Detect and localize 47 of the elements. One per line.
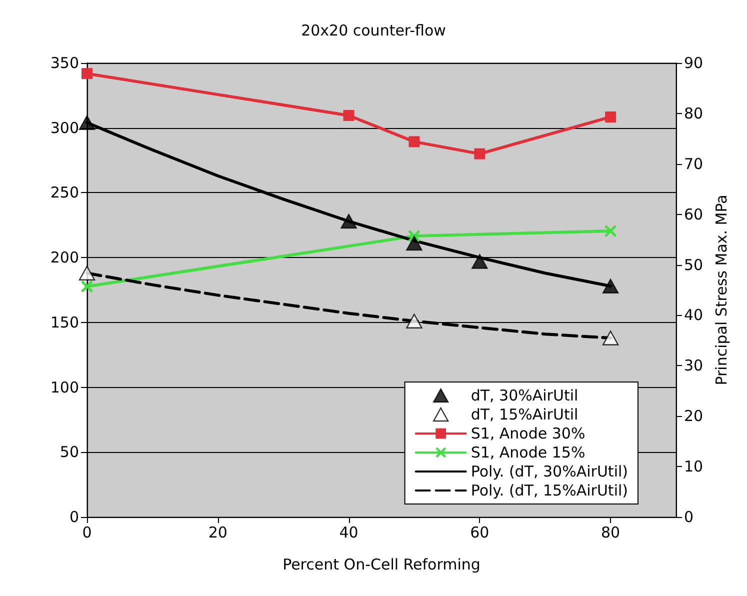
y2-axis-title: Principal Stress Max. MPa [712, 194, 730, 386]
y-tick-label: 100 [50, 378, 79, 396]
legend-label: S1, Anode 15% [470, 444, 586, 462]
y2-tick-label: 80 [684, 104, 704, 122]
legend-label: Poly. (dT, 15%AirUtil) [470, 482, 628, 500]
x-tick-label: 80 [601, 524, 620, 542]
point [604, 224, 617, 237]
point [340, 214, 357, 229]
point [78, 115, 96, 130]
y-tick-label: 300 [50, 118, 79, 137]
y2-tick-label: 0 [684, 508, 694, 526]
point [81, 280, 93, 292]
y-tick-label: 350 [50, 54, 79, 72]
point [406, 236, 422, 251]
y2-tick-label: 40 [684, 306, 704, 324]
y2-tick-label: 70 [684, 154, 704, 173]
point [78, 266, 96, 280]
x-tick-label: 0 [82, 524, 92, 542]
point [474, 148, 486, 160]
x-axis-title: Percent On-Cell Reforming [282, 556, 480, 574]
point [602, 278, 619, 294]
y2-tick-label: 30 [684, 356, 704, 375]
point [408, 136, 420, 148]
x-tick-label: 60 [470, 524, 490, 542]
y2-tick-label: 10 [684, 458, 704, 476]
point [343, 110, 354, 121]
point [602, 330, 619, 346]
point [605, 111, 616, 122]
legend-label: S1, Anode 30% [470, 424, 586, 442]
point [406, 314, 422, 328]
y2-tick-label: 50 [684, 256, 704, 274]
y-tick-label: 200 [50, 248, 79, 267]
chart-title: 20x20 counter-flow [301, 22, 446, 40]
point [472, 254, 488, 269]
y-tick-label: 0 [69, 508, 79, 526]
y2-tick-label: 90 [684, 54, 704, 72]
y-tick-label: 250 [50, 184, 79, 202]
y-tick-label: 150 [50, 313, 79, 332]
y2-tick-label: 20 [684, 407, 704, 426]
x-tick-label: 40 [339, 524, 358, 542]
point [82, 68, 92, 80]
legend-label: Poly. (dT, 30%AirUtil) [470, 462, 628, 480]
legend-label: dT, 15%AirUtil [470, 406, 578, 424]
y-tick-label: 50 [60, 443, 79, 462]
x-tick-label: 20 [208, 524, 228, 542]
y2-tick-label: 60 [684, 205, 704, 224]
legend-label: dT, 30%AirUtil [470, 386, 578, 404]
